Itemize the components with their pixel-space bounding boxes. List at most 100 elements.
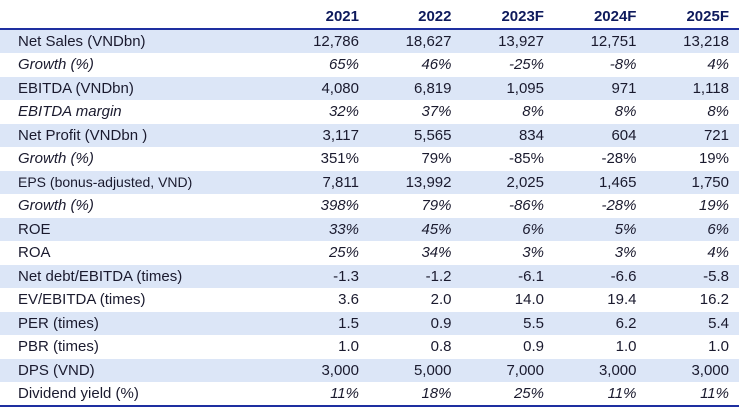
row-value: -86% [461,194,554,218]
table-row: Net debt/EBITDA (times) -1.3 -1.2 -6.1 -6.6-… [0,264,739,289]
row-value: 0.8 [368,335,462,359]
row-value: 37% [368,100,462,124]
row-value: 8% [553,100,647,124]
row-value: 5,000 [368,358,462,383]
row-value: 3,000 [276,358,369,383]
row-value: 8% [461,100,554,124]
header-year-2025f: 2025F [646,4,739,30]
row-value: 6% [461,217,554,242]
table-row: EPS (bonus-adjusted, VND) 7,811 13,992 2,02… [0,170,739,195]
row-value: 1,465 [553,170,647,195]
table-row: Growth (%) 65% 46% -25% -8% 4% [0,53,739,77]
row-value: 34% [368,241,462,265]
row-label: EPS (bonus-adjusted, VND) [0,170,277,195]
row-value: 5.4 [646,311,739,336]
row-value: 1.5 [276,311,369,336]
row-value: 5.5 [461,311,554,336]
row-value: 11% [646,382,739,407]
row-value: 45% [368,217,462,242]
table-row: Growth (%) 398% 79% -86% -28% 19% [0,194,739,218]
row-value: -6.6 [553,264,647,289]
row-value: 4,080 [276,76,369,101]
table-row: Net Profit (VNDbn ) 3,117 5,565 834 604 721 [0,123,739,148]
row-label: Net Sales (VNDbn) [0,29,277,54]
header-label-cell [0,4,277,30]
row-value: 11% [276,382,369,407]
row-value: 13,992 [368,170,462,195]
row-value: -28% [553,147,647,171]
row-value: 3,000 [646,358,739,383]
table-row: Dividend yield (%) 11% 18% 25% 11% 11% [0,382,739,407]
row-label: EV/EBITDA (times) [0,288,277,312]
row-value: 3% [461,241,554,265]
row-value: 1,095 [461,76,554,101]
row-label: PBR (times) [0,335,277,359]
row-value: 16.2 [646,288,739,312]
row-value: 46% [368,53,462,77]
row-value: 19.4 [553,288,647,312]
row-label: DPS (VND) [0,358,277,383]
row-value: 1,750 [646,170,739,195]
row-value: -25% [461,53,554,77]
row-value: 0.9 [368,311,462,336]
header-year-2024f: 2024F [553,4,647,30]
row-value: -8% [553,53,647,77]
table-row: DPS (VND) 3,000 5,000 7,000 3,000 3,000 [0,358,739,383]
table-row: EBITDA margin 32% 37% 8% 8% 8% [0,100,739,124]
row-value: 1.0 [553,335,647,359]
row-value: 2,025 [461,170,554,195]
table-row: EBITDA (VNDbn) 4,080 6,819 1,095 971 1,118 [0,76,739,101]
row-label: Net debt/EBITDA (times) [0,264,277,289]
row-value: 65% [276,53,369,77]
row-value: 1,118 [646,76,739,101]
row-value: 12,751 [553,29,647,54]
header-year-2023f: 2023F [461,4,554,30]
row-label: EBITDA (VNDbn) [0,76,277,101]
row-value: 604 [553,123,647,148]
row-value: 6,819 [368,76,462,101]
row-value: 398% [276,194,369,218]
row-value: 13,927 [461,29,554,54]
row-value: 8% [646,100,739,124]
row-label: PER (times) [0,311,277,336]
row-value: 5,565 [368,123,462,148]
row-value: 3,000 [553,358,647,383]
row-value: 13,218 [646,29,739,54]
row-value: 14.0 [461,288,554,312]
row-value: 971 [553,76,647,101]
row-value: 19% [646,147,739,171]
row-value: 6.2 [553,311,647,336]
row-label: Dividend yield (%) [0,382,277,407]
row-value: 3% [553,241,647,265]
row-value: 7,811 [276,170,369,195]
financial-table: 2021 2022 2023F 2024F 2025F Net Sales (V… [0,4,739,407]
table-row: ROE 33% 45% 6% 5% 6% [0,217,739,242]
header-year-2021: 2021 [276,4,369,30]
row-value: 834 [461,123,554,148]
table-row: EV/EBITDA (times) 3.6 2.0 14.0 19.4 16.2 [0,288,739,312]
header-year-2022: 2022 [368,4,462,30]
row-value: 3,117 [276,123,369,148]
table-row: Growth (%) 351% 79% -85% -28% 19% [0,147,739,171]
row-value: 25% [461,382,554,407]
row-value: 7,000 [461,358,554,383]
row-value: 12,786 [276,29,369,54]
header-row: 2021 2022 2023F 2024F 2025F [0,4,739,30]
row-value: 6% [646,217,739,242]
row-value: 1.0 [276,335,369,359]
table-row: PER (times) 1.5 0.9 5.5 6.2 5.4 [0,311,739,336]
row-label: ROA [0,241,277,265]
row-value: -1.2 [368,264,462,289]
row-value: 351% [276,147,369,171]
row-value: 1.0 [646,335,739,359]
row-value: 4% [646,241,739,265]
row-value: 2.0 [368,288,462,312]
row-value: 0.9 [461,335,554,359]
row-value: 4% [646,53,739,77]
row-value: 79% [368,147,462,171]
row-value: 3.6 [276,288,369,312]
row-value: -5.8 [646,264,739,289]
row-label: ROE [0,217,277,242]
row-label: Growth (%) [0,147,277,171]
